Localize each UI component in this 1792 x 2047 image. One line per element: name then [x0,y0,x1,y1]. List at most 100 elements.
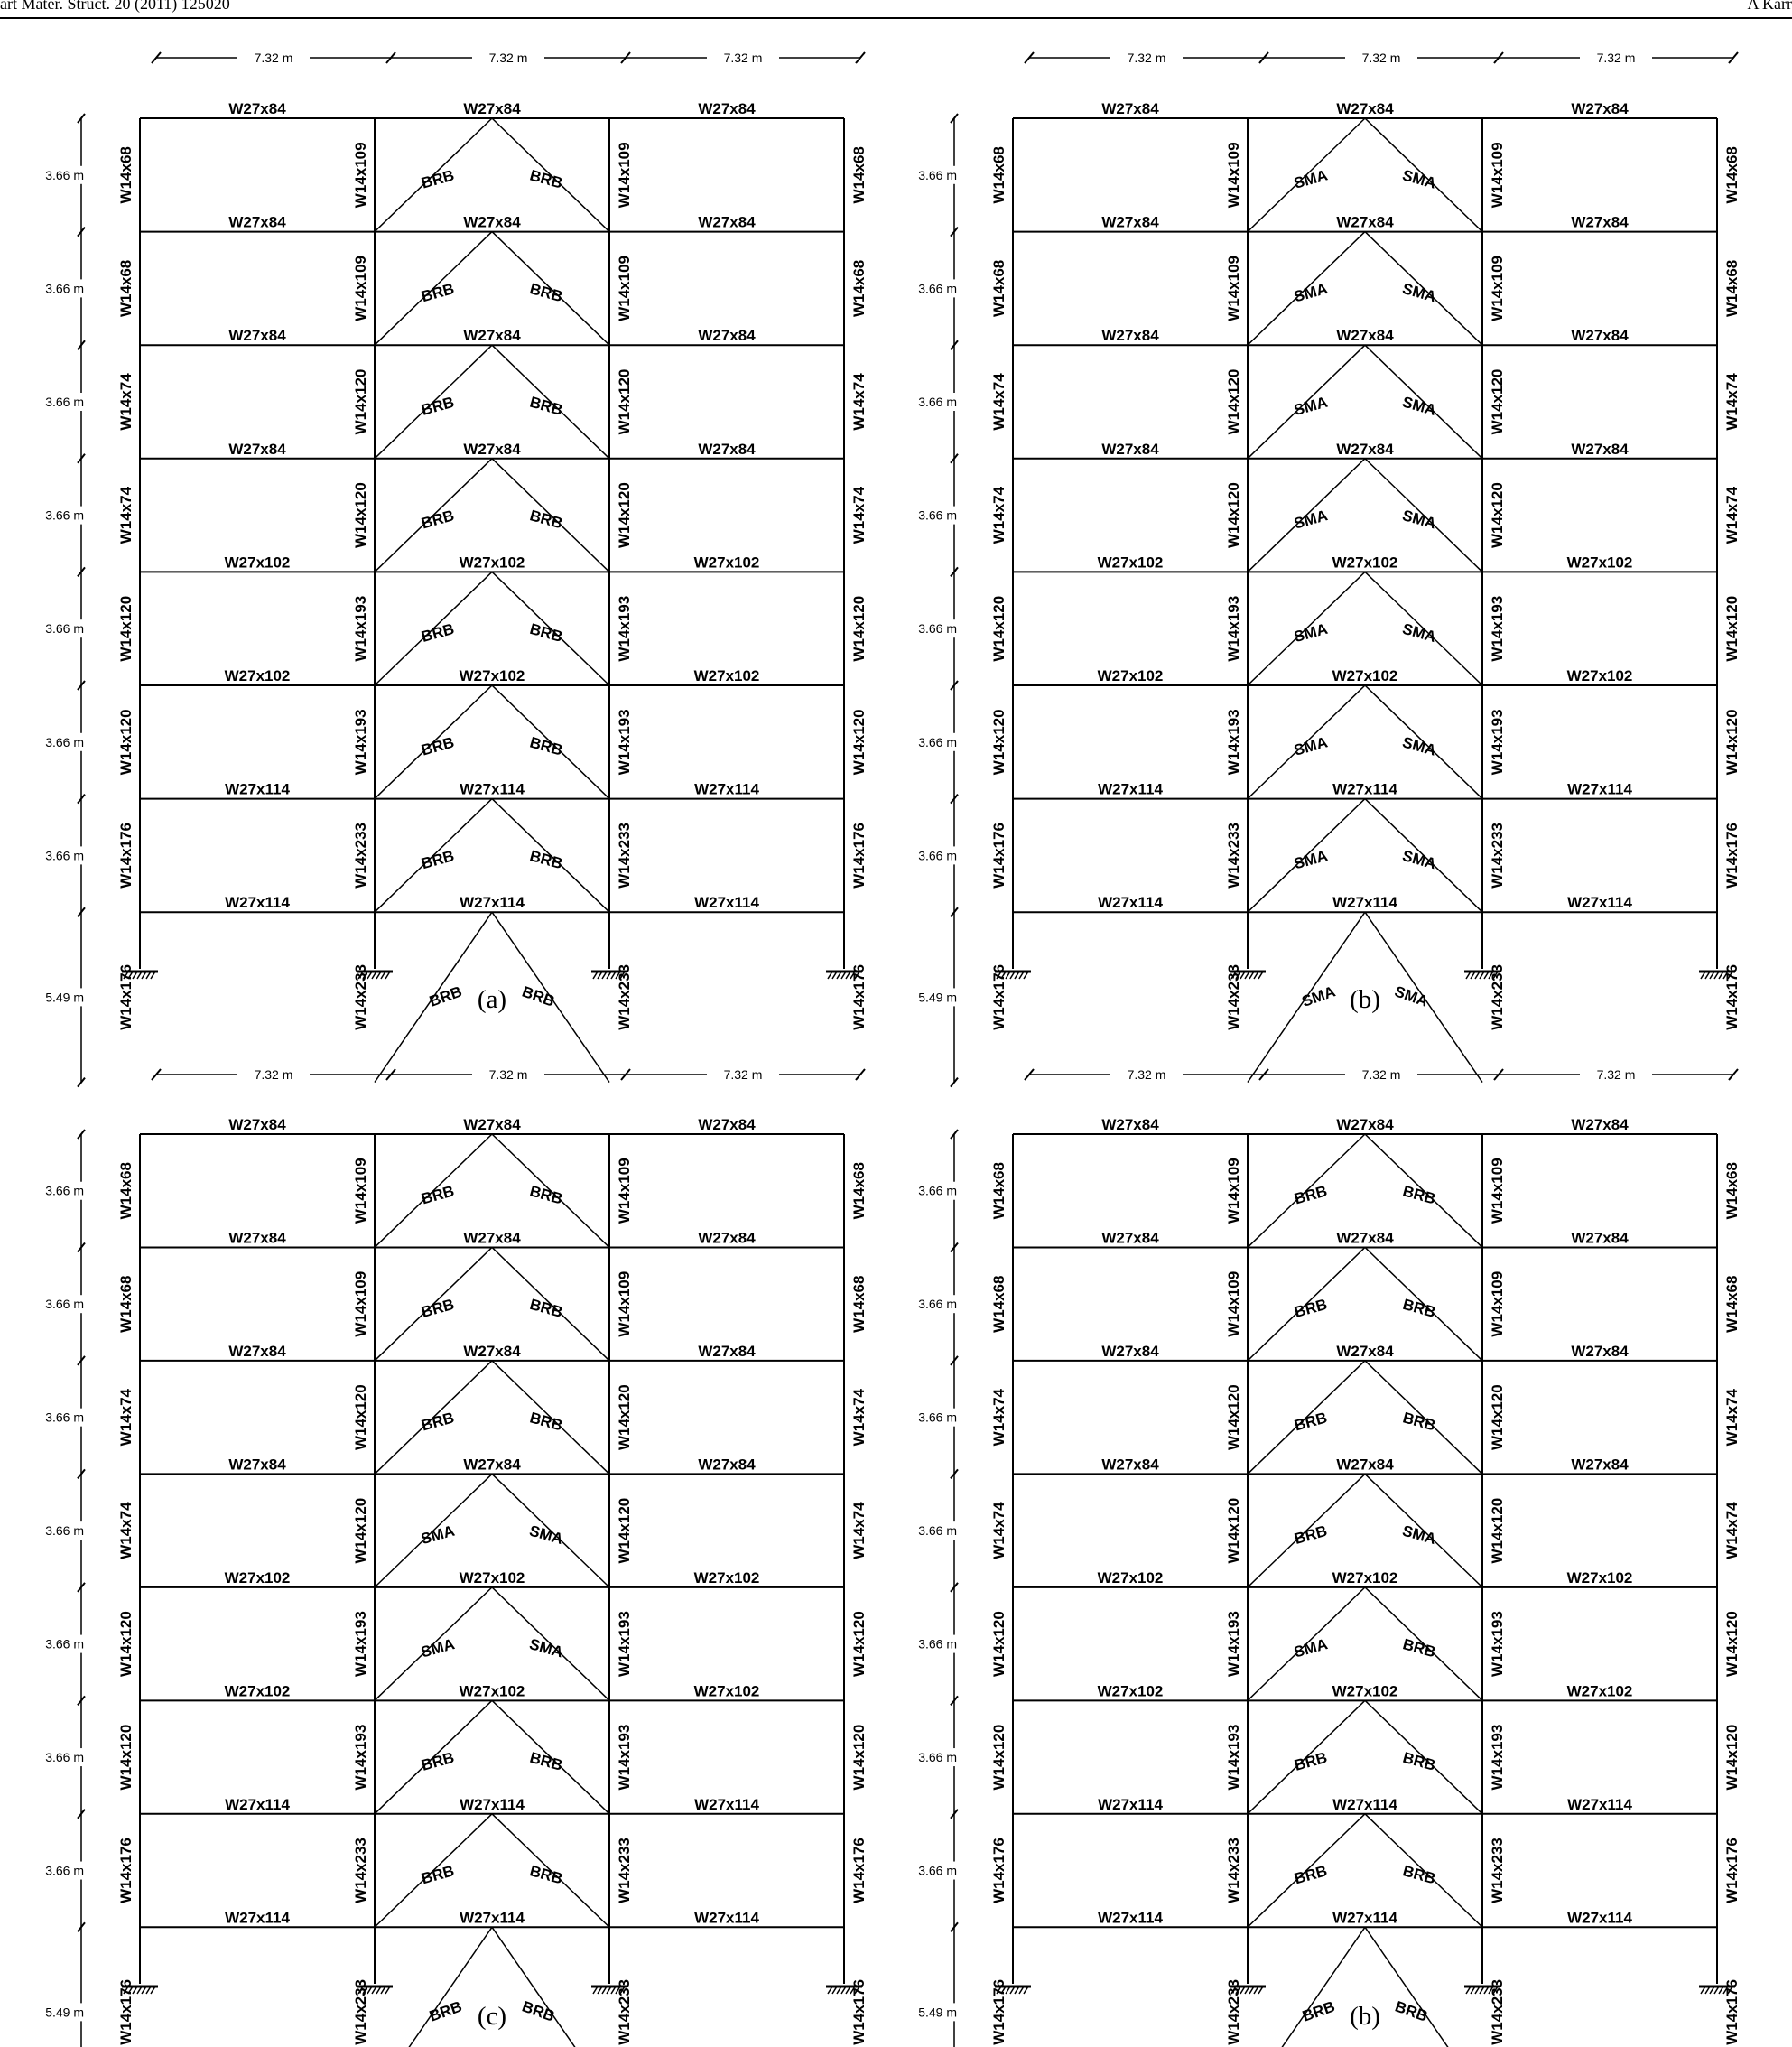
brace-type-label: BRB [420,620,457,646]
story-height-label: 3.66 m [45,168,84,182]
support-hatch [831,971,838,980]
column-section-label: W14x74 [850,1502,868,1559]
column-section-label: W14x74 [990,1502,1007,1559]
beam-section-label: W27x84 [1571,1229,1629,1246]
brace-left [374,231,493,346]
story-height-label: 3.66 m [45,1750,84,1764]
dimension-tick [77,1582,86,1593]
fixed-support-symbol [1699,1985,1735,1995]
story-height-label: 3.66 m [918,1184,957,1198]
column-section-label: W14x176 [1723,1838,1741,1903]
beam-section-label: W27x102 [694,554,760,571]
dimension-tick [151,1068,162,1081]
column-section-label: W14x176 [850,823,868,889]
support-hatch [362,1986,368,1995]
column-section-label: W14x120 [117,1611,135,1677]
column-section-label: W14x68 [850,146,868,203]
brace-left [1247,344,1366,460]
dimension-tick [855,1068,866,1081]
column-section-label: W14x109 [352,1158,369,1224]
support-hatch [1722,1986,1729,1995]
span-label: 7.32 m [1128,1067,1166,1082]
column-section-label: W14x120 [616,1384,633,1450]
column-section-label: W14x193 [1489,596,1506,662]
column-section-label: W14x233 [616,964,633,1030]
brace-left [374,1133,493,1249]
brace-type-label: BRB [528,394,565,419]
beam-section-label: W27x84 [1571,1456,1629,1473]
support-hatch [367,1986,373,1995]
support-hatch [380,971,386,980]
brace-type-label: BRB [528,847,565,872]
beam-section-label: W27x84 [1336,214,1394,231]
beam-section-label: W27x114 [460,1796,525,1813]
support-hatch [1722,971,1729,980]
brace-type-label: BRB [528,280,565,305]
column-section-label: W14x120 [1489,1384,1506,1450]
brace-left [374,458,493,572]
column-section-label: W14x120 [1723,596,1741,662]
brace-left [1247,1473,1366,1588]
support-hatch [606,1986,612,1995]
support-hatch [1483,1986,1490,1995]
beam-section-label: W27x84 [698,1456,756,1473]
support-hatch [123,971,129,980]
dimension-tick [1728,51,1739,64]
brace-left [374,1246,493,1362]
beam-section-label: W27x102 [1567,1682,1633,1699]
beam-section-label: W27x114 [694,1796,759,1813]
support-hatch [840,971,847,980]
column-section-label: W14x120 [352,482,369,548]
column-section-label: W14x74 [1723,373,1741,431]
brace-left [374,911,493,1084]
beam-section-label: W27x84 [698,441,756,458]
support-hatch [1465,971,1472,980]
support-hatch [1483,971,1490,980]
beam-section-label: W27x102 [1098,667,1164,684]
brace-right [491,1926,576,2047]
brace-type-label: BRB [1293,1296,1330,1321]
column-section-label: W14x68 [117,1162,135,1219]
brace-right [491,571,610,686]
dimension-tick [1024,1068,1035,1081]
beam-section-label: W27x114 [460,781,525,798]
brace-right [1364,458,1483,572]
beam-section-label: W27x114 [1567,1796,1632,1813]
beam-section-label: W27x102 [225,667,291,684]
column-section-label: W14x120 [117,709,135,775]
column-section-label: W14x193 [1489,1611,1506,1677]
beam-section-label: W27x114 [460,894,525,911]
dimension-tick [950,1076,959,1088]
support-hatch [1244,971,1250,980]
column-section-label: W14x176 [117,964,135,1030]
beam-section-label: W27x102 [1332,1682,1398,1699]
beam-section-label: W27x102 [694,1682,760,1699]
brace-type-label: BRB [1293,1522,1330,1548]
fixed-support-symbol [1230,1985,1266,1995]
column-section-label: W14x193 [1225,596,1242,662]
column-section-label: W14x120 [1225,1384,1242,1450]
story-height-label: 3.66 m [918,281,957,295]
beam-section-label: W27x102 [1332,554,1398,571]
span-label: 7.32 m [255,51,293,65]
brace-right [1364,1813,1483,1928]
support-hatch [827,971,833,980]
support-hatch [1230,1986,1237,1995]
story-height-label: 5.49 m [918,2005,957,2019]
column-section-label: W14x74 [850,1388,868,1446]
support-hatch [371,1986,377,1995]
dimension-tick [77,453,86,464]
span-label: 7.32 m [1597,1067,1636,1082]
story-height-label: 3.66 m [45,1410,84,1425]
support-hatch [1240,1986,1246,1995]
brace-type-label: BRB [427,1998,464,2025]
story-height-label: 5.49 m [45,2005,84,2019]
column-section-label: W14x74 [990,1388,1007,1446]
beam-section-label: W27x84 [463,1343,521,1360]
fixed-support-symbol [357,1985,393,1995]
dimension-tick [77,1809,86,1819]
beam-section-label: W27x84 [1571,1116,1629,1133]
brace-left [374,798,493,913]
beam-section-label: W27x102 [225,554,291,571]
beam-section-label: W27x114 [225,1796,290,1813]
